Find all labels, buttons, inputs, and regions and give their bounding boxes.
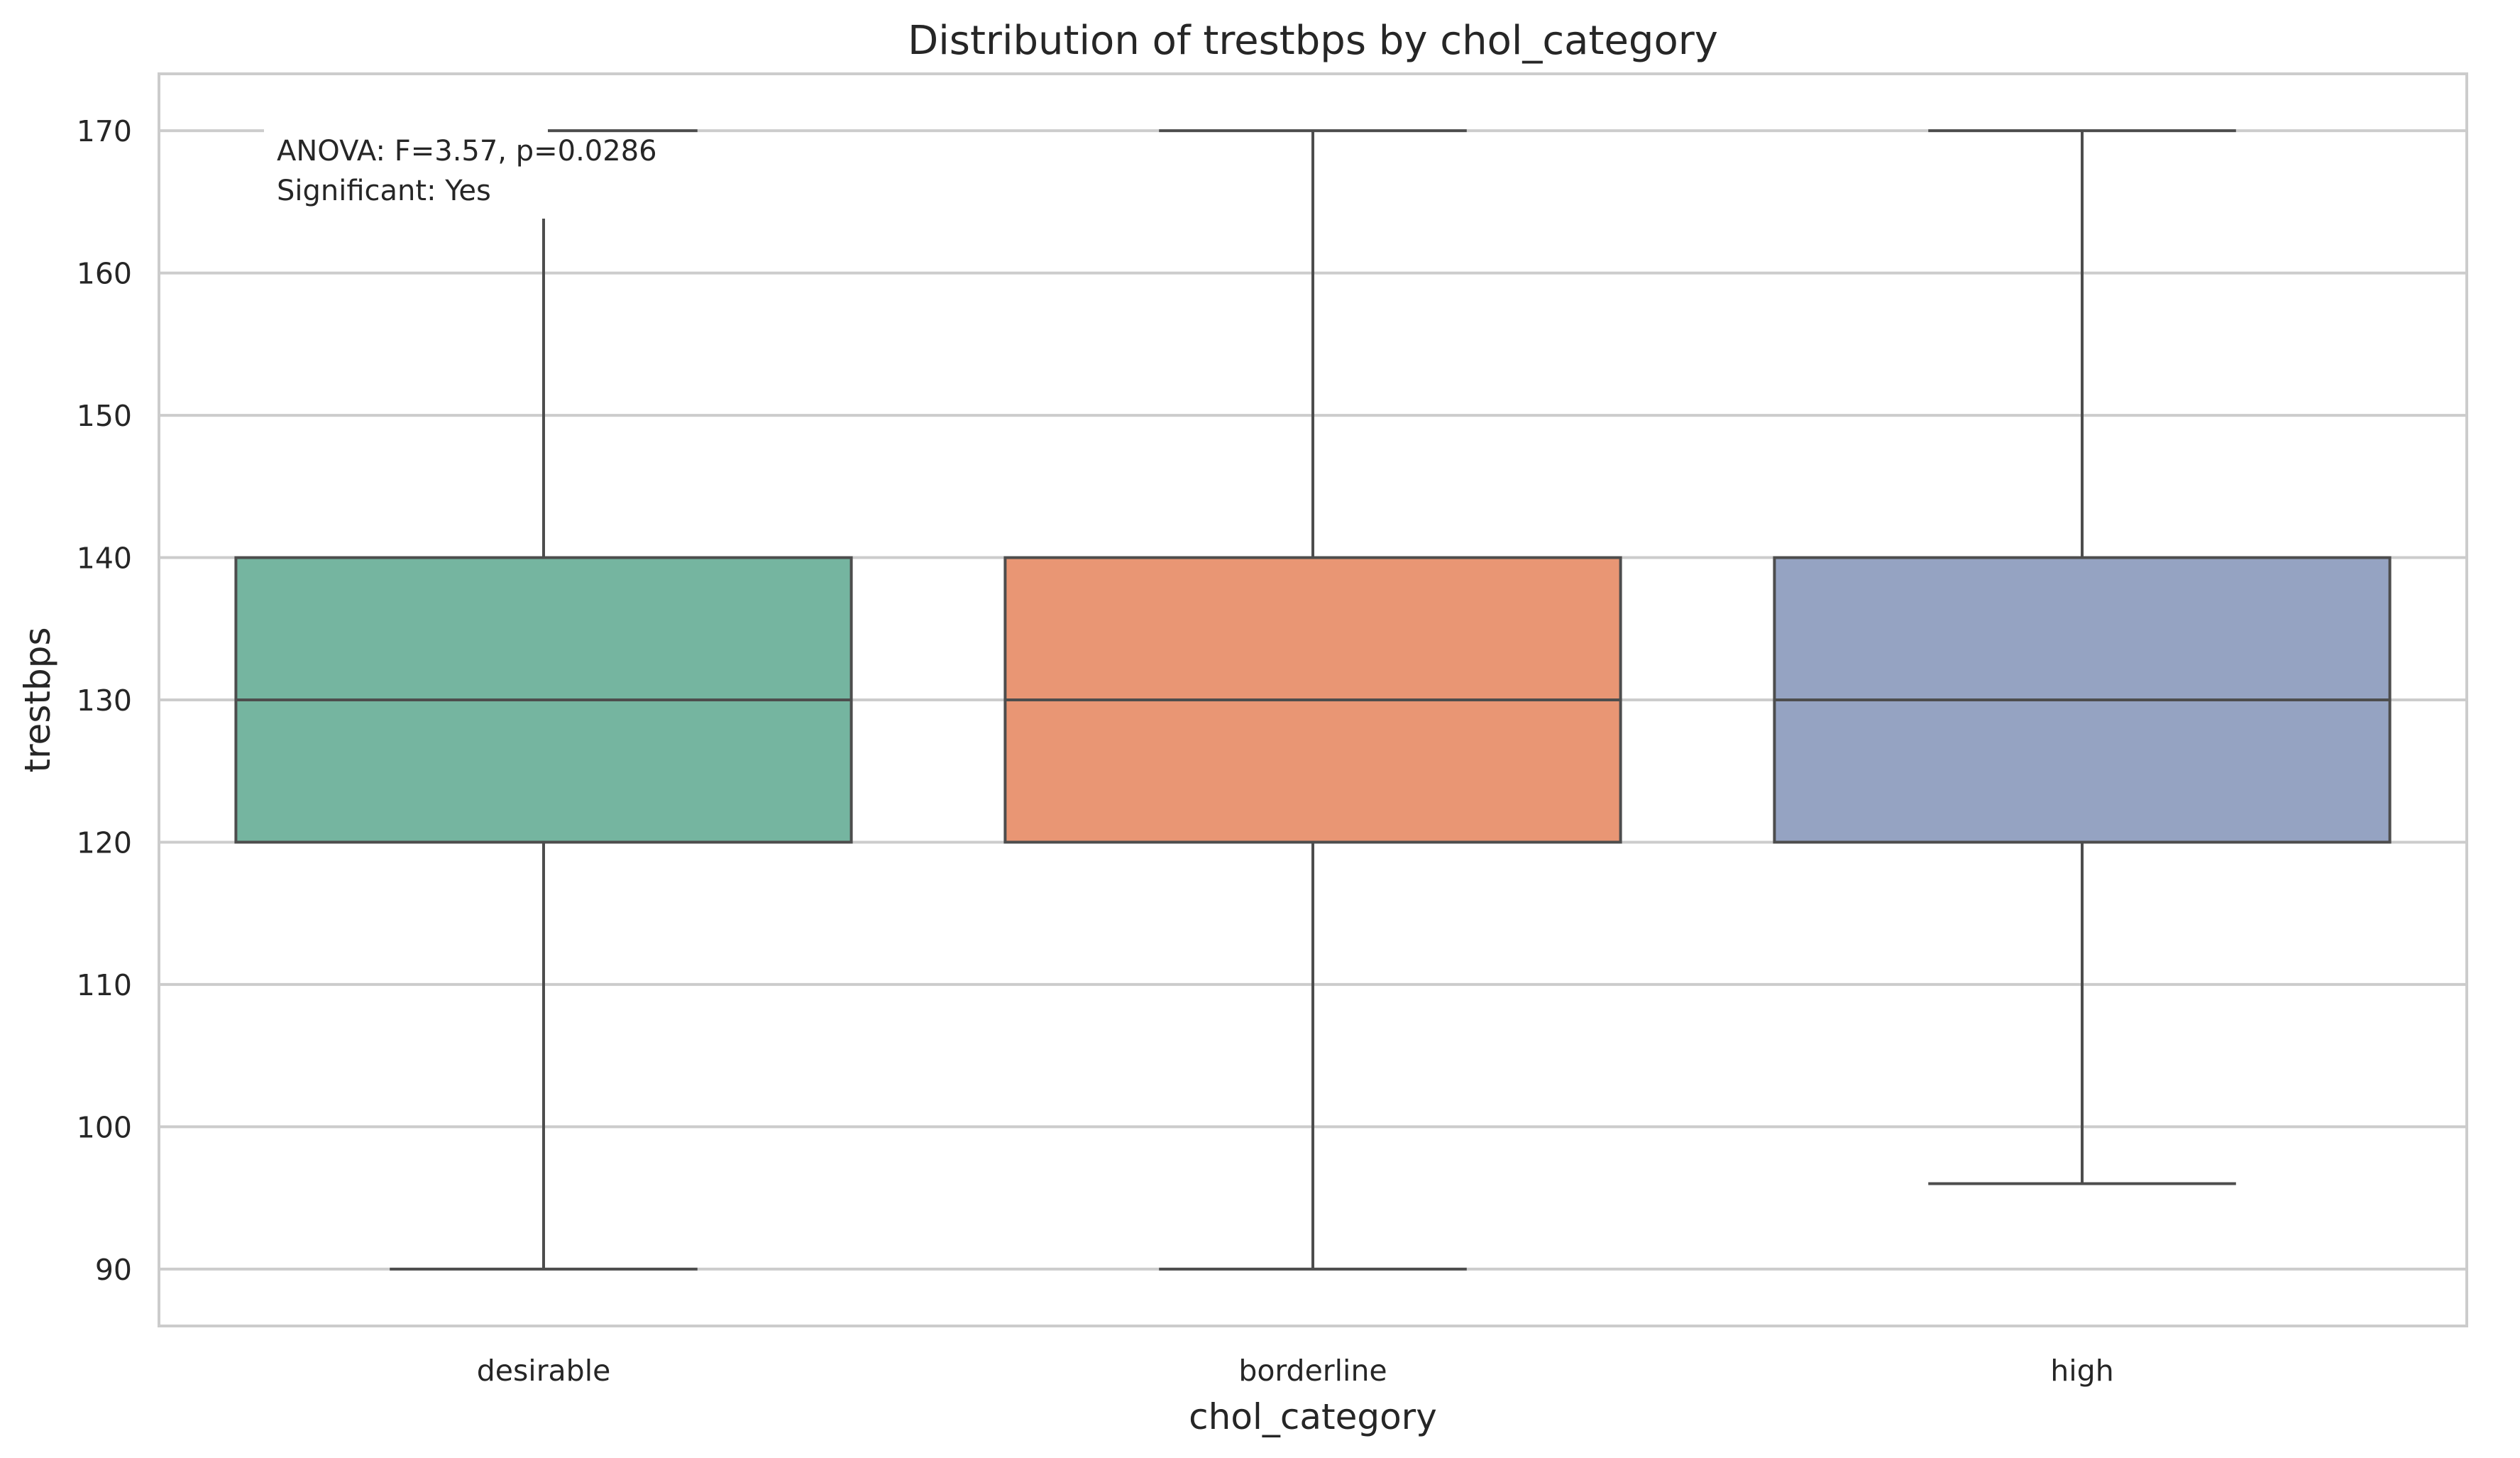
y-tick-label: 110 <box>77 968 132 1002</box>
y-tick-label: 100 <box>77 1110 132 1144</box>
box-high <box>1773 129 2392 1185</box>
box-series <box>234 129 2392 1271</box>
box-borderline <box>1003 129 1622 1271</box>
anova-annotation: ANOVA: F=3.57, p=0.0286 Significant: Yes <box>264 114 657 219</box>
y-tick-label: 120 <box>77 826 132 860</box>
x-tick-labels: desirable borderline high <box>477 1354 2114 1388</box>
x-tick-label: desirable <box>477 1354 611 1388</box>
plot-frame <box>158 72 2468 1327</box>
y-tick-label: 170 <box>77 114 132 148</box>
annotation-box <box>264 114 548 219</box>
y-tick-label: 90 <box>95 1253 132 1287</box>
y-tick-label: 130 <box>77 684 132 718</box>
y-axis-label: trestbps <box>17 627 58 772</box>
annotation-line-2: Significant: Yes <box>277 175 491 207</box>
box-desirable <box>234 129 853 1271</box>
x-axis-label: chol_category <box>1189 1396 1437 1437</box>
y-tick-label: 160 <box>77 257 132 291</box>
y-tick-label: 140 <box>77 542 132 576</box>
annotation-line-1: ANOVA: F=3.57, p=0.0286 <box>277 135 657 168</box>
y-tick-label: 150 <box>77 399 132 433</box>
y-tick-labels: 90 100 110 120 130 140 150 160 170 <box>77 114 132 1287</box>
chart-title: Distribution of trestbps by chol_categor… <box>908 18 1718 64</box>
x-tick-label: high <box>2050 1354 2113 1388</box>
x-tick-label: borderline <box>1238 1354 1387 1388</box>
